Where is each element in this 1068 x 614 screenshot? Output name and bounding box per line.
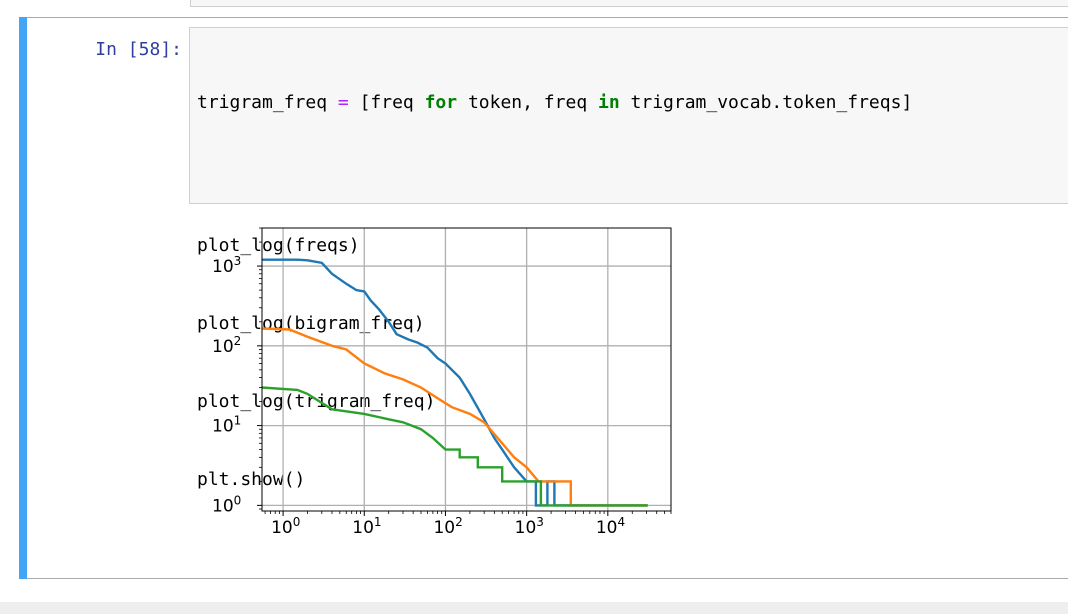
code-line-3: plot_log(bigram_freq) xyxy=(197,313,425,334)
x-tick-label: 100 xyxy=(271,515,300,538)
plot-frame xyxy=(261,227,672,512)
previous-cell-edge xyxy=(190,0,1068,7)
y-tick-label: 102 xyxy=(212,334,241,357)
code-line-5: plt.show() xyxy=(197,469,306,490)
series-line-2 xyxy=(261,327,648,507)
code-blank-line xyxy=(197,168,912,181)
log-log-chart: 100 101 102 103 104 100 101 102 103 xyxy=(212,227,672,538)
code-content[interactable]: trigram_freq = [freq for token, freq in … xyxy=(197,38,912,519)
x-tick-label: 104 xyxy=(596,515,625,538)
series-line-1 xyxy=(262,258,648,507)
code-line-4: plot_log(trigram_freq) xyxy=(197,391,436,412)
code-line-1: trigram_freq = [freq for token, freq in … xyxy=(197,90,912,116)
plot-output: 100 101 102 103 104 100 101 102 103 xyxy=(200,218,690,552)
code-keyword: for xyxy=(424,92,458,113)
code-operator: = xyxy=(337,92,349,113)
code-editor[interactable] xyxy=(189,27,1068,204)
code-token: trigram_freq xyxy=(197,92,338,113)
x-tick-label: 103 xyxy=(515,515,544,538)
code-token: [freq xyxy=(348,92,425,113)
cell-selection-indicator xyxy=(19,17,27,579)
series-line-3 xyxy=(261,386,648,507)
y-tick-label: 100 xyxy=(212,493,241,516)
y-tick-label: 103 xyxy=(212,254,241,277)
y-tick-label: 101 xyxy=(212,414,241,437)
x-tick-label: 101 xyxy=(352,515,381,538)
notebook-bottom-band xyxy=(0,602,1068,614)
code-token: token, freq xyxy=(457,92,598,113)
code-token: trigram_vocab.token_freqs] xyxy=(619,92,913,113)
code-line-2: plot_log(freqs) xyxy=(197,235,360,256)
x-tick-label: 102 xyxy=(433,515,462,538)
input-prompt: In [58]: xyxy=(95,39,182,60)
code-keyword: in xyxy=(598,92,620,113)
